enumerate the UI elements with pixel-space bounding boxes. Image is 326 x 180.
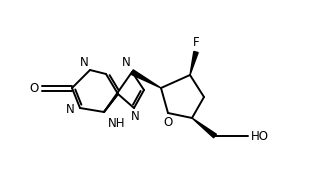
- Text: N: N: [80, 56, 89, 69]
- Text: HO: HO: [251, 129, 269, 143]
- Text: N: N: [122, 56, 131, 69]
- Polygon shape: [192, 118, 216, 138]
- Text: NH: NH: [108, 117, 126, 130]
- Text: O: O: [163, 116, 173, 129]
- Polygon shape: [131, 70, 161, 88]
- Text: F: F: [193, 36, 199, 49]
- Text: N: N: [131, 110, 140, 123]
- Polygon shape: [190, 51, 198, 75]
- Text: O: O: [30, 82, 39, 94]
- Text: N: N: [66, 102, 75, 116]
